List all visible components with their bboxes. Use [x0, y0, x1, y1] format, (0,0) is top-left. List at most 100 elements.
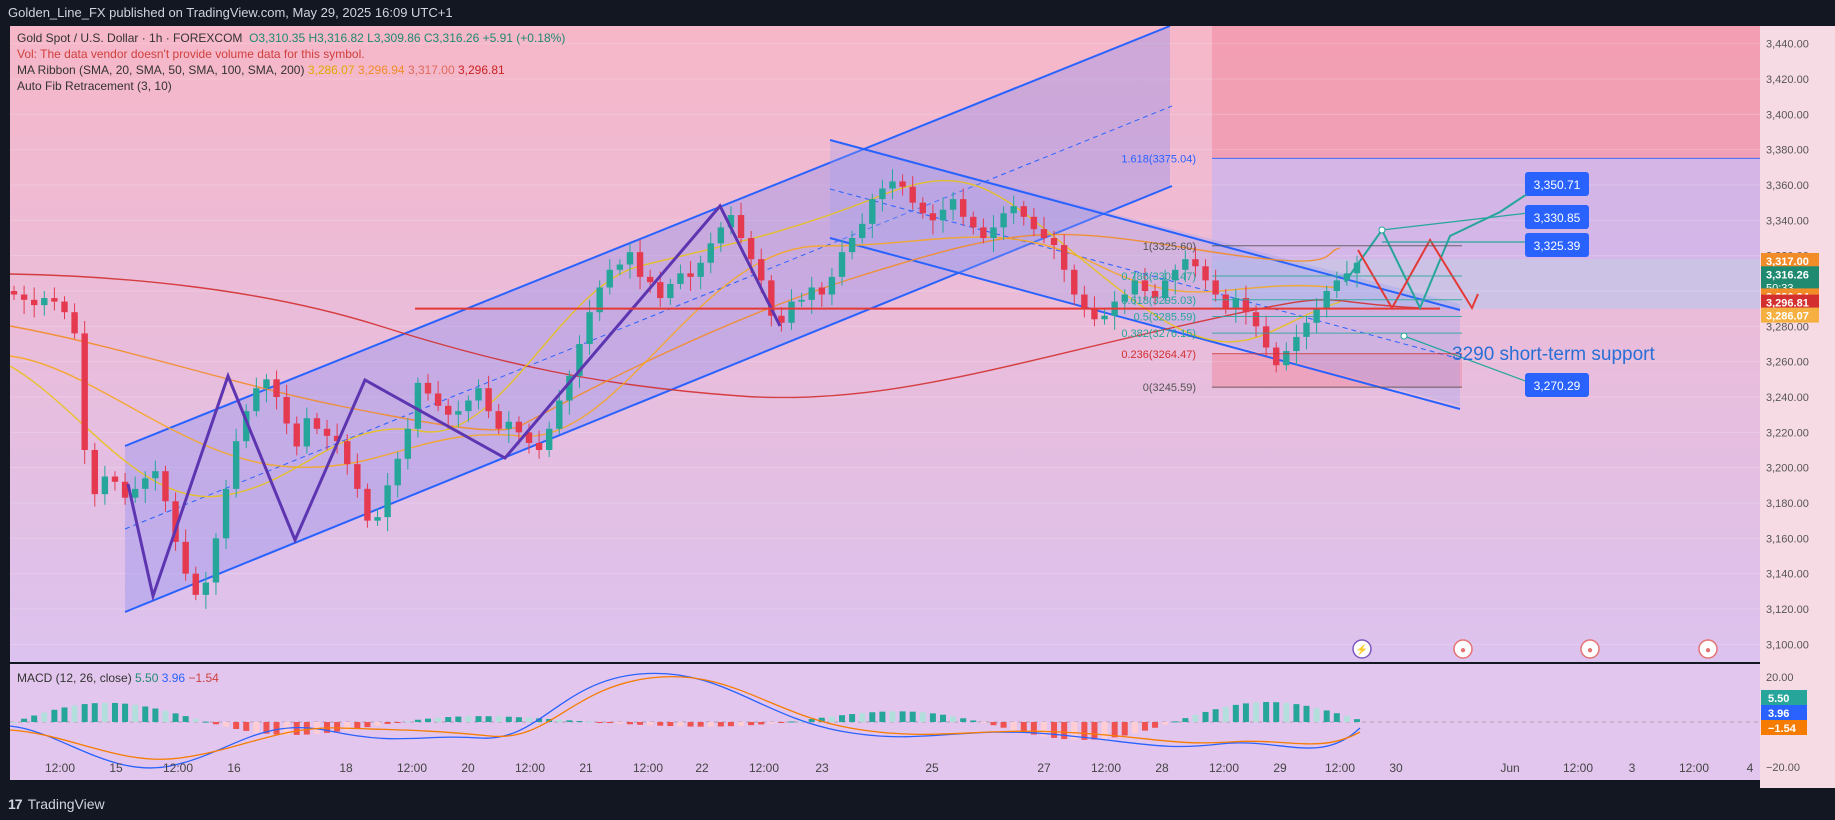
candle-body [172, 501, 179, 542]
lower-target-connector [1403, 335, 1529, 383]
macd-histogram-bar [667, 722, 674, 727]
macd-histogram-bar [1343, 716, 1350, 722]
target-label-0: 3,350.71 [1534, 178, 1581, 192]
candle-body [1091, 308, 1098, 320]
chart-area[interactable]: 1.618(3375.04) 1(3325.60) 0.786(3308.47) 0.… [0, 25, 1835, 788]
y-tick-label-5: 3,200.00 [1766, 463, 1809, 475]
candle-body [919, 202, 926, 214]
chart-svg[interactable]: 1.618(3375.04) 1(3325.60) 0.786(3308.47) 0.… [0, 25, 1835, 788]
macd-histogram-bar [142, 706, 149, 722]
macd-histogram-bar [1253, 702, 1260, 722]
candle-body [61, 301, 68, 313]
legend-ma-value-3: 3,317.00 [407, 63, 455, 77]
legend-ma-value-2: 3,296.94 [357, 63, 405, 77]
macd-histogram-bar [132, 704, 139, 722]
y-tick-label-2: 3,140.00 [1766, 569, 1809, 581]
candle-body [424, 382, 432, 394]
macd-histogram-bar [182, 716, 189, 722]
macd-histogram-bar [1010, 722, 1017, 731]
candle-body [1000, 213, 1007, 228]
macd-histogram-bar [263, 722, 270, 734]
candle-body [1172, 269, 1179, 281]
candle-body [333, 435, 341, 442]
candle-body [1343, 273, 1351, 281]
candle-body [889, 181, 896, 189]
target-label-2: 3,325.39 [1534, 239, 1581, 253]
macd-histogram-bar [202, 721, 209, 723]
target-label-3: 3,270.29 [1534, 379, 1581, 393]
footer-brand: TradingView [27, 796, 105, 812]
macd-y-tick-label-1: −20.00 [1766, 762, 1800, 774]
candle-body [959, 199, 967, 217]
macd-histogram-bar [768, 722, 775, 724]
candle-body [980, 227, 987, 238]
candle-body [1161, 280, 1169, 299]
macd-axis-badge-1 [1761, 705, 1807, 720]
macd-histogram-bar [576, 721, 583, 723]
candle-body [394, 458, 401, 486]
candle-body [1353, 262, 1361, 274]
macd-histogram-bar [808, 718, 815, 722]
candle-body [848, 238, 856, 253]
x-tick-label-19: 12:00 [1325, 761, 1355, 775]
fib-level-label-7: 0(3245.59) [1143, 382, 1196, 394]
candle-body [81, 333, 88, 450]
macd-axis-badge-2 [1761, 720, 1807, 735]
macd-axis-badge-label-1: 3.96 [1768, 708, 1789, 720]
candle-body [1293, 336, 1300, 352]
candle-body [445, 405, 452, 415]
candle-body [1010, 206, 1017, 214]
candle-body [101, 476, 109, 495]
macd-histogram-bar [273, 722, 280, 735]
fib-level-label-0: 1.618(3375.04) [1121, 153, 1196, 165]
macd-histogram-bar [1192, 714, 1199, 722]
candle-body [737, 215, 745, 238]
ascending-channel-upper [124, 25, 1171, 447]
candle-body [768, 280, 775, 316]
macd-histogram-bar [1020, 722, 1027, 733]
candle-body [232, 441, 240, 489]
macd-histogram-bar [1051, 722, 1058, 738]
macd-histogram-bar [71, 705, 78, 722]
macd-histogram-bar [818, 717, 825, 722]
candle-body [566, 375, 573, 401]
macd-histogram-bar [233, 722, 240, 729]
macd-histogram-bar [1263, 702, 1270, 722]
macd-histogram-bar [31, 715, 38, 722]
macd-histogram-bar [51, 709, 58, 722]
candle-body [586, 312, 593, 344]
legend-volume: Vol: The data vendor doesn't provide vol… [17, 47, 365, 61]
macd-histogram-bar [223, 722, 230, 727]
macd-histogram-bar [1354, 719, 1360, 722]
macd-signal-line [9, 676, 1361, 760]
x-tick-label-14: 27 [1037, 761, 1051, 775]
macd-histogram-bar [122, 703, 129, 722]
event-marker-flag-icon: ● [1460, 645, 1466, 656]
macd-histogram-bar [1141, 722, 1148, 731]
candle-body [384, 485, 391, 518]
candle-body [1202, 266, 1209, 281]
candle-body [495, 411, 502, 429]
upper-resistance-zone [1212, 26, 1760, 159]
macd-histogram-bar [849, 714, 856, 722]
candle-body [545, 428, 553, 450]
candle-body [91, 450, 98, 495]
legend-symbol: Gold Spot / U.S. Dollar · 1h · FOREXCOM [17, 31, 243, 45]
x-tick-label-4: 18 [339, 761, 353, 775]
macd-histogram-bar [455, 716, 462, 722]
event-marker-flag-icon-bg-3 [1698, 639, 1718, 659]
macd-histogram-bar [212, 722, 219, 725]
candle-body [505, 421, 512, 429]
candle-body [798, 299, 805, 302]
candle-body [929, 213, 937, 221]
event-marker-lightning-icon-bg-0 [1352, 639, 1372, 659]
candle-body [859, 223, 866, 238]
macd-histogram-bar [647, 722, 654, 726]
price-axis-badge-label-4: 3,286.07 [1766, 311, 1809, 323]
candle-body [485, 388, 492, 412]
macd-histogram-bar [677, 722, 684, 727]
macd-histogram-bar [1091, 722, 1098, 740]
macd-y-tick-label-0: 20.00 [1766, 672, 1794, 684]
candle-body [20, 294, 28, 300]
macd-histogram-bar [1030, 722, 1037, 735]
